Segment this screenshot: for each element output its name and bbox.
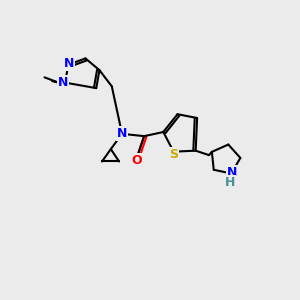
Text: N: N [58,76,68,89]
Text: N: N [117,127,127,140]
Text: S: S [169,148,178,161]
Text: O: O [132,154,142,167]
Text: N: N [64,57,74,70]
Text: N: N [227,166,237,178]
Text: H: H [225,176,235,189]
